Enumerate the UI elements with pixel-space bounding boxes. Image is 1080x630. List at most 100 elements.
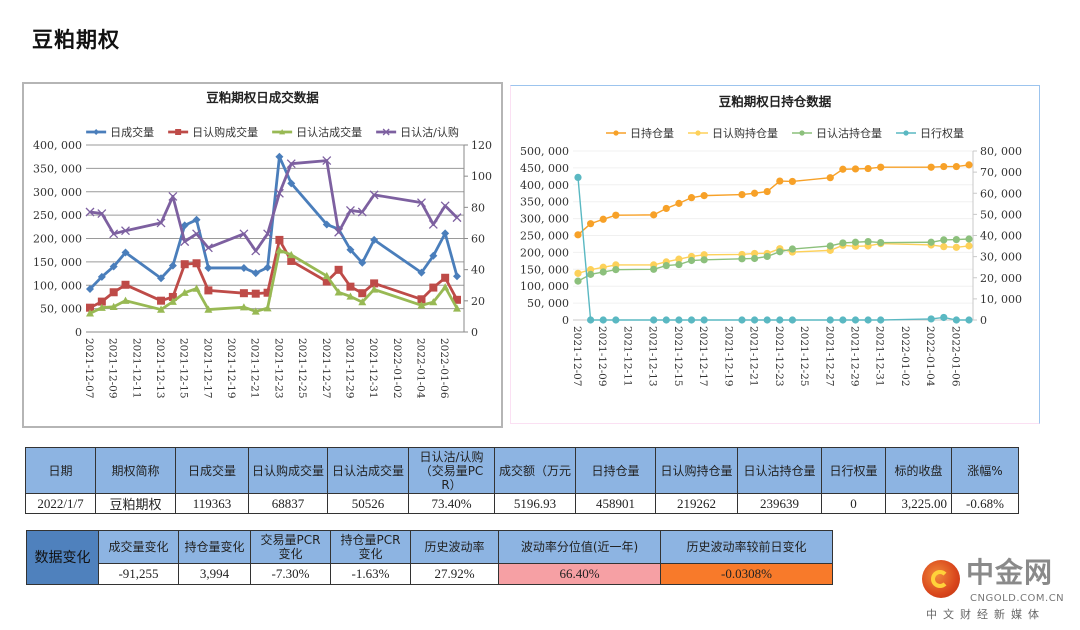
data-point-circle (763, 252, 771, 261)
data-point-circle (587, 270, 595, 278)
data-point-circle (574, 173, 582, 182)
data-point-diamond (192, 215, 201, 224)
legend-label: 日认购持仓量 (712, 126, 778, 140)
y-left-tick-label: 150, 000 (33, 256, 82, 269)
data-point-circle (851, 165, 860, 173)
data-point-triangle (168, 297, 177, 305)
data-point-square (251, 289, 260, 298)
data-point-x (263, 229, 273, 239)
data-point-circle (612, 316, 620, 324)
x-tick-label: 2021-12-29 (343, 338, 355, 399)
daily-open-interest-chart-svg: 豆粕期权日持仓数据 0 50, 000 100, 000 150, 000 200, 00… (520, 94, 1022, 387)
summary-header-cell: 涨幅% (951, 447, 1019, 494)
legend-label: 日持仓量 (630, 126, 674, 140)
data-point-triangle (239, 303, 248, 311)
summary-header-cell: 成交额（万元 (494, 447, 576, 494)
data-point-circle (826, 174, 834, 182)
data-point-diamond (358, 258, 367, 267)
summary-put-oi: 239639 (737, 493, 822, 514)
data-point-triangle (441, 283, 450, 291)
data-point-square (441, 273, 450, 282)
data-point-square (204, 286, 213, 295)
data-point-circle (763, 316, 771, 324)
data-point-circle (675, 316, 683, 324)
data-point-triangle (322, 271, 331, 280)
data-point-triangle (358, 298, 367, 306)
data-point-circle (750, 316, 759, 324)
data-point-circle (965, 242, 973, 250)
data-point-x (156, 218, 166, 228)
data-point-circle (940, 236, 948, 244)
hv-daily-change: -0.0308% (660, 563, 833, 585)
x-tick-label: 2021-12-29 (848, 326, 860, 387)
legend-label: 日认沽成交量 (296, 125, 362, 139)
data-point-circle (675, 260, 683, 269)
x-tick-label: 2021-12-09 (596, 326, 608, 387)
data-point-circle (612, 211, 620, 219)
x-tick-label: 2021-12-23 (773, 326, 785, 387)
y-right-tick-label: 50, 000 (980, 208, 1022, 221)
data-point-circle (952, 162, 960, 171)
x-tick-label: 2021-12-19 (722, 326, 734, 387)
data-point-triangle (346, 292, 355, 300)
data-point-circle (826, 242, 834, 250)
x-tick-label: 2021-12-23 (272, 338, 284, 399)
data-point-square (192, 259, 201, 268)
data-point-x (109, 229, 119, 239)
change-header-cell: 成交量变化 (98, 530, 179, 564)
y-right-tick-label: 0 (471, 326, 478, 339)
summary-table: 日期 期权简称 日成交量 日认购成交量 日认沽成交量 日认沽/认购（交易量PCR… (25, 447, 1019, 514)
data-point-diamond (417, 268, 426, 277)
y-left-tick-label: 100, 000 (520, 280, 569, 293)
data-point-x (452, 213, 462, 223)
x-tick-label: 2021-12-11 (621, 326, 633, 387)
data-point-circle (864, 237, 872, 246)
chart-title: 豆粕期权日持仓数据 (719, 94, 832, 109)
data-point-diamond (275, 152, 284, 161)
summary-header-cell: 日认沽成交量 (327, 447, 409, 494)
data-point-square (417, 295, 426, 304)
volatility-percentile: 66.40% (498, 563, 661, 585)
data-point-circle (927, 238, 935, 246)
legend-label: 日认购成交量 (192, 125, 258, 139)
summary-header-row: 日期 期权简称 日成交量 日认购成交量 日认沽成交量 日认沽/认购（交易量PCR… (25, 447, 1019, 494)
y-left-tick-label: 50, 000 (527, 297, 569, 310)
legend-item: 日认沽/认购 (376, 125, 459, 139)
data-point-diamond (287, 179, 296, 188)
data-point-circle (877, 316, 885, 324)
legend-label: 日成交量 (110, 125, 154, 139)
data-point-circle (662, 316, 670, 324)
data-point-circle (675, 199, 683, 207)
data-point-circle (599, 215, 607, 223)
data-point-circle (864, 164, 872, 173)
data-point-circle (952, 243, 960, 251)
change-header-cell: 波动率分位值(近一年) (498, 530, 661, 564)
oi-change: 3,994 (178, 563, 251, 585)
data-point-triangle (109, 302, 118, 310)
data-point-diamond (121, 248, 130, 257)
cngold-logo: 中金网 CNGOLD.COM.CN 中文财经新媒体 (922, 556, 1072, 626)
data-point-x (369, 190, 379, 200)
data-point-circle (574, 269, 582, 277)
summary-change-pct: -0.68% (951, 493, 1019, 514)
data-point-diamond (322, 220, 331, 229)
data-point-circle (965, 316, 973, 324)
data-point-diamond (86, 284, 94, 293)
y-left-tick-label: 400, 000 (33, 139, 82, 152)
data-point-square (322, 277, 331, 286)
data-point-circle (927, 163, 935, 171)
data-point-triangle (275, 246, 284, 254)
x-tick-label: 2021-12-19 (225, 338, 237, 399)
y-right-tick-label: 70, 000 (980, 166, 1022, 179)
data-point-diamond (157, 274, 166, 283)
legend-label: 日行权量 (920, 127, 964, 140)
data-point-circle (927, 315, 935, 323)
summary-exercise: 0 (821, 493, 886, 514)
summary-header-cell: 日成交量 (175, 447, 249, 494)
data-point-circle (700, 192, 708, 200)
data-point-circle (650, 211, 658, 219)
data-point-x (417, 198, 426, 208)
data-point-circle (826, 316, 834, 324)
x-tick-label: 2021-12-17 (201, 338, 213, 399)
data-point-circle (587, 220, 595, 228)
